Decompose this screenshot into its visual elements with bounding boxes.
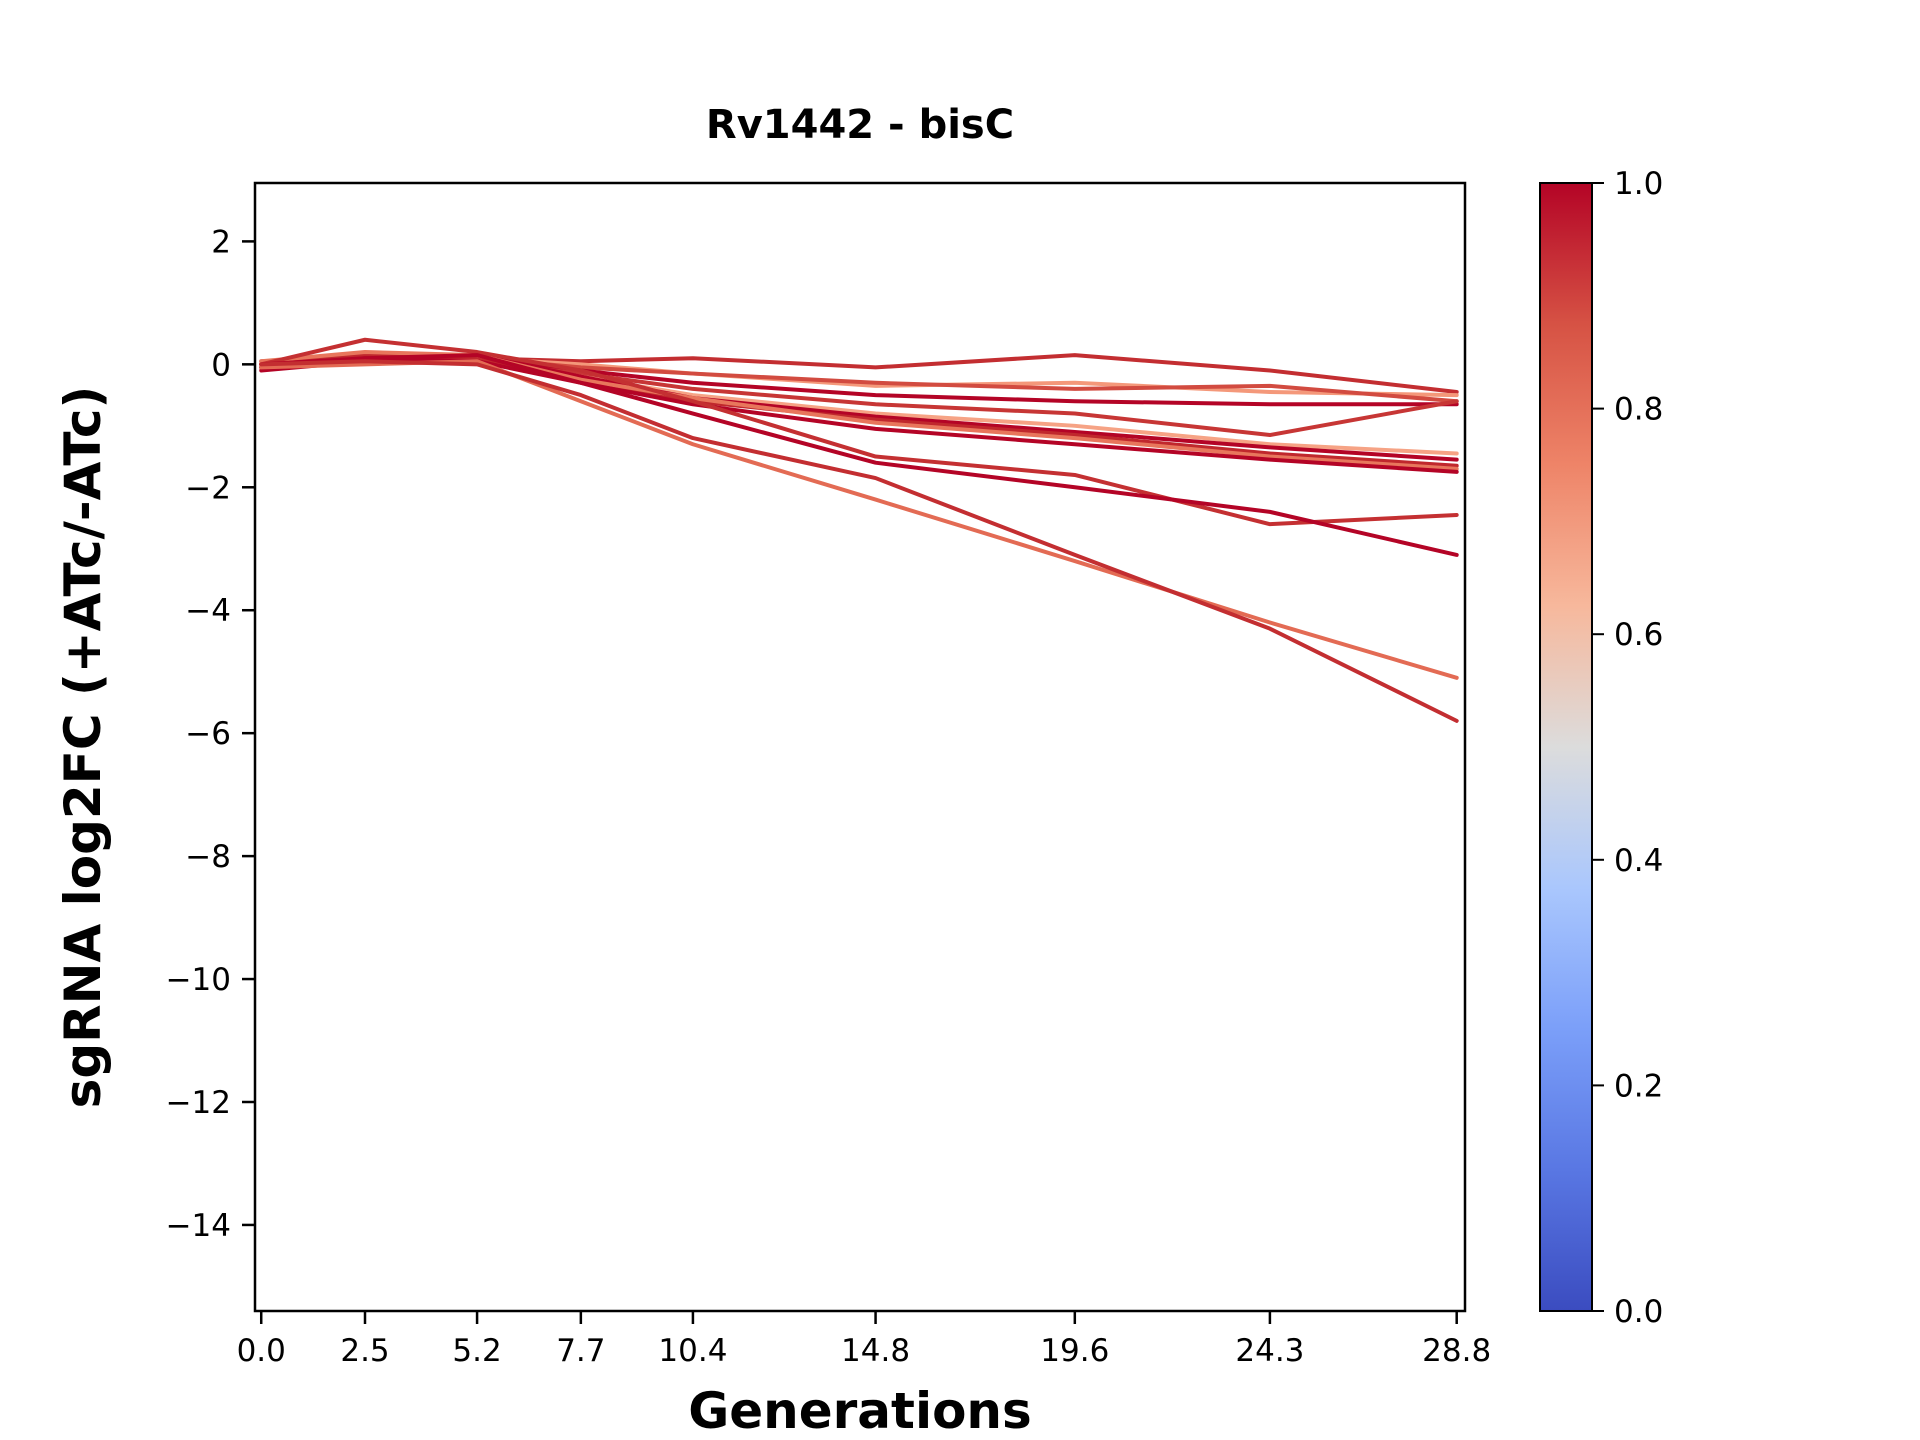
- y-axis-ticks: 2 0 −2 −4 −6 −8 −10 −12 −14: [166, 224, 255, 1244]
- series-line: [259, 353, 1459, 557]
- x-tick-label: 0.0: [237, 1333, 286, 1369]
- x-tick-label: 2.5: [340, 1333, 389, 1369]
- y-tick-label: −6: [185, 716, 231, 752]
- x-tick-label: 28.8: [1422, 1333, 1491, 1369]
- y-tick-label: 0: [211, 347, 231, 383]
- series-line: [259, 350, 1459, 471]
- colorbar-tick-label: 0.2: [1614, 1068, 1663, 1104]
- y-tick-label: −2: [185, 470, 231, 506]
- x-tick-label: 19.6: [1040, 1333, 1109, 1369]
- y-tick-label: −8: [185, 839, 231, 875]
- x-axis-ticks: 0.0 2.5 5.2 7.7 10.4 14.8 19.6 24.3 28.8: [237, 1311, 1491, 1369]
- y-tick-label: −10: [166, 962, 231, 998]
- y-tick-label: −4: [185, 593, 231, 629]
- colorbar: [1539, 182, 1593, 1312]
- data-lines: [259, 337, 1459, 723]
- x-tick-label: 10.4: [658, 1333, 727, 1369]
- colorbar-tick-label: 0.0: [1614, 1294, 1663, 1330]
- series-line: [259, 356, 1459, 474]
- colorbar-ticks: 1.0 0.8 0.6 0.4 0.2 0.0: [1592, 166, 1663, 1330]
- plot-frame: [253, 181, 1467, 1313]
- x-tick-label: 5.2: [452, 1333, 501, 1369]
- y-axis-label: sgRNA log2FC (+ATc/-ATc): [54, 386, 112, 1109]
- x-axis-label: Generations: [688, 1382, 1032, 1440]
- y-tick-label: −14: [166, 1208, 231, 1244]
- y-tick-label: 2: [211, 224, 231, 260]
- chart-title: Rv1442 - bisC: [706, 102, 1014, 148]
- y-tick-label: −12: [166, 1085, 231, 1121]
- colorbar-tick-label: 0.8: [1614, 392, 1663, 428]
- colorbar-tick-label: 1.0: [1614, 166, 1663, 202]
- x-tick-label: 24.3: [1235, 1333, 1304, 1369]
- x-tick-label: 7.7: [556, 1333, 605, 1369]
- colorbar-tick-label: 0.6: [1614, 617, 1663, 653]
- series-line: [259, 359, 1459, 723]
- series-line: [259, 337, 1459, 527]
- x-tick-label: 14.8: [841, 1333, 910, 1369]
- colorbar-tick-label: 0.4: [1614, 843, 1663, 879]
